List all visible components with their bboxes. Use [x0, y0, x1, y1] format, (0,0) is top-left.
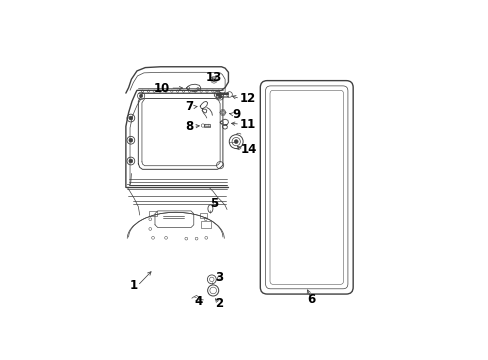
Bar	[201, 221, 210, 228]
Text: 11: 11	[240, 118, 256, 131]
Text: 12: 12	[240, 92, 256, 105]
Text: 1: 1	[129, 279, 137, 292]
Text: 3: 3	[215, 271, 223, 284]
Circle shape	[139, 94, 142, 98]
Text: 5: 5	[210, 197, 218, 210]
Bar	[149, 211, 157, 216]
Circle shape	[218, 95, 222, 98]
Bar	[218, 92, 227, 97]
Circle shape	[129, 116, 133, 120]
Text: 7: 7	[185, 100, 193, 113]
Text: 10: 10	[154, 82, 170, 95]
Text: 8: 8	[184, 120, 193, 133]
Circle shape	[216, 93, 219, 96]
Text: 13: 13	[205, 71, 222, 84]
Circle shape	[234, 140, 238, 144]
Bar	[203, 123, 210, 127]
Circle shape	[129, 159, 133, 163]
Text: 14: 14	[241, 143, 257, 156]
Bar	[199, 212, 207, 217]
Text: 6: 6	[307, 293, 315, 306]
Text: 2: 2	[215, 297, 223, 310]
Text: 4: 4	[194, 295, 203, 308]
Text: 9: 9	[232, 108, 241, 121]
Circle shape	[129, 138, 133, 142]
